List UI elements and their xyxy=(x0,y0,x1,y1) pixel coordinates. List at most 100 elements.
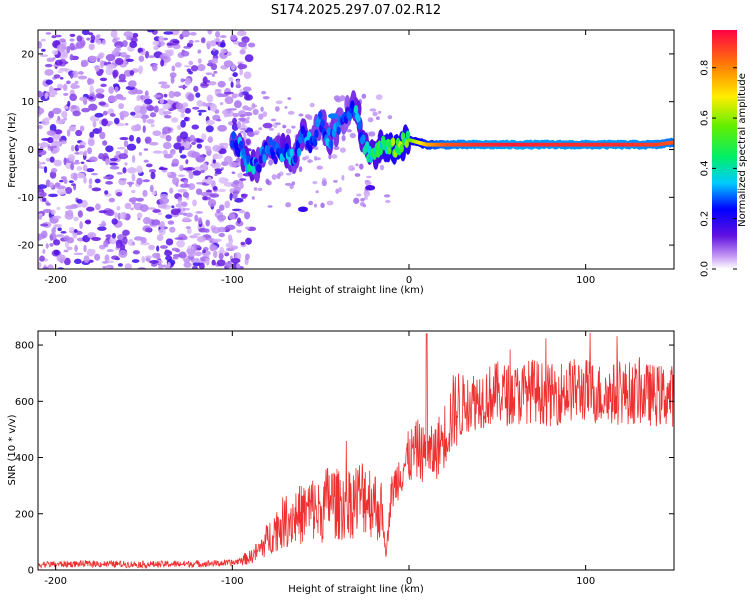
noise-blob xyxy=(80,61,87,68)
noise-blob xyxy=(359,201,366,207)
noise-blob xyxy=(132,241,136,246)
noise-blob xyxy=(79,221,83,230)
noise-blob xyxy=(99,77,108,82)
noise-blob xyxy=(240,127,247,131)
noise-blob xyxy=(245,237,252,245)
spectrogram-x-label: Height of straight line (km) xyxy=(288,285,424,296)
noise-blob xyxy=(73,258,82,265)
noise-blob xyxy=(52,215,62,220)
noise-blob xyxy=(131,125,139,132)
noise-blob xyxy=(171,247,179,252)
noise-blob xyxy=(156,245,160,252)
spectrogram-y-tick-label: -20 xyxy=(18,241,34,252)
noise-blob xyxy=(82,164,88,172)
noise-blob xyxy=(218,232,225,238)
noise-blob xyxy=(124,162,128,166)
noise-blob xyxy=(94,112,104,118)
noise-blob xyxy=(219,246,225,254)
noise-blob xyxy=(181,30,190,38)
noise-blob xyxy=(141,256,146,263)
noise-blob xyxy=(77,144,86,149)
noise-blob xyxy=(202,195,208,201)
noise-blob xyxy=(184,140,191,149)
noise-blob xyxy=(262,96,270,100)
noise-blob xyxy=(151,190,157,196)
noise-blob xyxy=(123,31,133,38)
noise-blob xyxy=(206,40,212,49)
noise-blob xyxy=(142,217,151,225)
noise-blob xyxy=(49,123,57,132)
noise-blob xyxy=(204,145,212,152)
noise-blob xyxy=(118,153,129,160)
noise-blob xyxy=(172,91,182,97)
noise-blob xyxy=(183,179,189,185)
noise-blob xyxy=(94,253,101,261)
noise-blob xyxy=(216,259,226,267)
noise-blob xyxy=(270,160,275,164)
noise-blob xyxy=(214,88,222,92)
noise-blob xyxy=(56,254,66,263)
noise-blob xyxy=(126,181,135,185)
noise-blob xyxy=(108,86,114,94)
noise-blob xyxy=(49,182,54,189)
noise-blob xyxy=(88,178,93,185)
noise-blob xyxy=(335,98,342,103)
noise-blob xyxy=(43,166,48,174)
noise-blob xyxy=(88,43,95,51)
noise-blob xyxy=(111,232,117,239)
noise-blob xyxy=(244,253,250,261)
noise-blob xyxy=(236,30,247,37)
noise-blob xyxy=(228,161,239,168)
noise-blob xyxy=(251,196,255,200)
noise-blob xyxy=(102,110,108,116)
noise-blob xyxy=(103,240,109,248)
noise-blob xyxy=(40,223,49,227)
noise-blob xyxy=(169,187,174,194)
noise-blob xyxy=(234,252,242,260)
noise-blob xyxy=(158,56,169,60)
noise-blob xyxy=(209,193,220,198)
noise-blob xyxy=(56,206,61,211)
noise-blob xyxy=(228,213,236,220)
noise-blob xyxy=(367,117,374,123)
noise-blob xyxy=(291,125,296,129)
snr-x-tick-label: -200 xyxy=(44,576,67,587)
noise-blob xyxy=(179,183,189,188)
noise-blob xyxy=(242,86,252,92)
noise-blob xyxy=(169,149,176,156)
noise-blob xyxy=(182,167,192,171)
noise-blob xyxy=(213,70,218,74)
noise-blob xyxy=(207,199,217,207)
chart-title: S174.2025.297.07.02.R12 xyxy=(271,3,441,18)
noise-blob xyxy=(104,190,109,195)
noise-blob xyxy=(252,104,258,108)
noise-blob xyxy=(95,203,101,211)
noise-blob xyxy=(39,54,49,58)
noise-blob xyxy=(128,80,137,88)
noise-blob xyxy=(89,85,94,94)
noise-blob xyxy=(142,189,148,197)
noise-blob xyxy=(239,49,246,55)
noise-blob xyxy=(206,94,214,103)
noise-blob xyxy=(89,131,95,139)
noise-blob xyxy=(157,212,163,216)
noise-blob xyxy=(163,153,173,159)
noise-blob xyxy=(119,137,129,141)
noise-blob xyxy=(270,118,277,122)
noise-blob xyxy=(153,94,162,98)
noise-blob xyxy=(291,181,296,186)
noise-blob xyxy=(67,100,71,107)
noise-blob xyxy=(48,94,56,98)
noise-blob xyxy=(97,226,107,231)
noise-blob xyxy=(194,257,200,263)
noise-blob xyxy=(159,220,165,229)
noise-blob xyxy=(194,39,200,43)
noise-blob xyxy=(247,42,256,48)
noise-blob xyxy=(54,34,62,38)
noise-blob xyxy=(77,75,88,80)
noise-blob xyxy=(54,129,63,135)
colorbar-ticks: 0.0 0.2 0.4 0.6 0.8 xyxy=(700,60,737,277)
noise-blob xyxy=(275,122,281,126)
snr-frame xyxy=(37,330,675,571)
